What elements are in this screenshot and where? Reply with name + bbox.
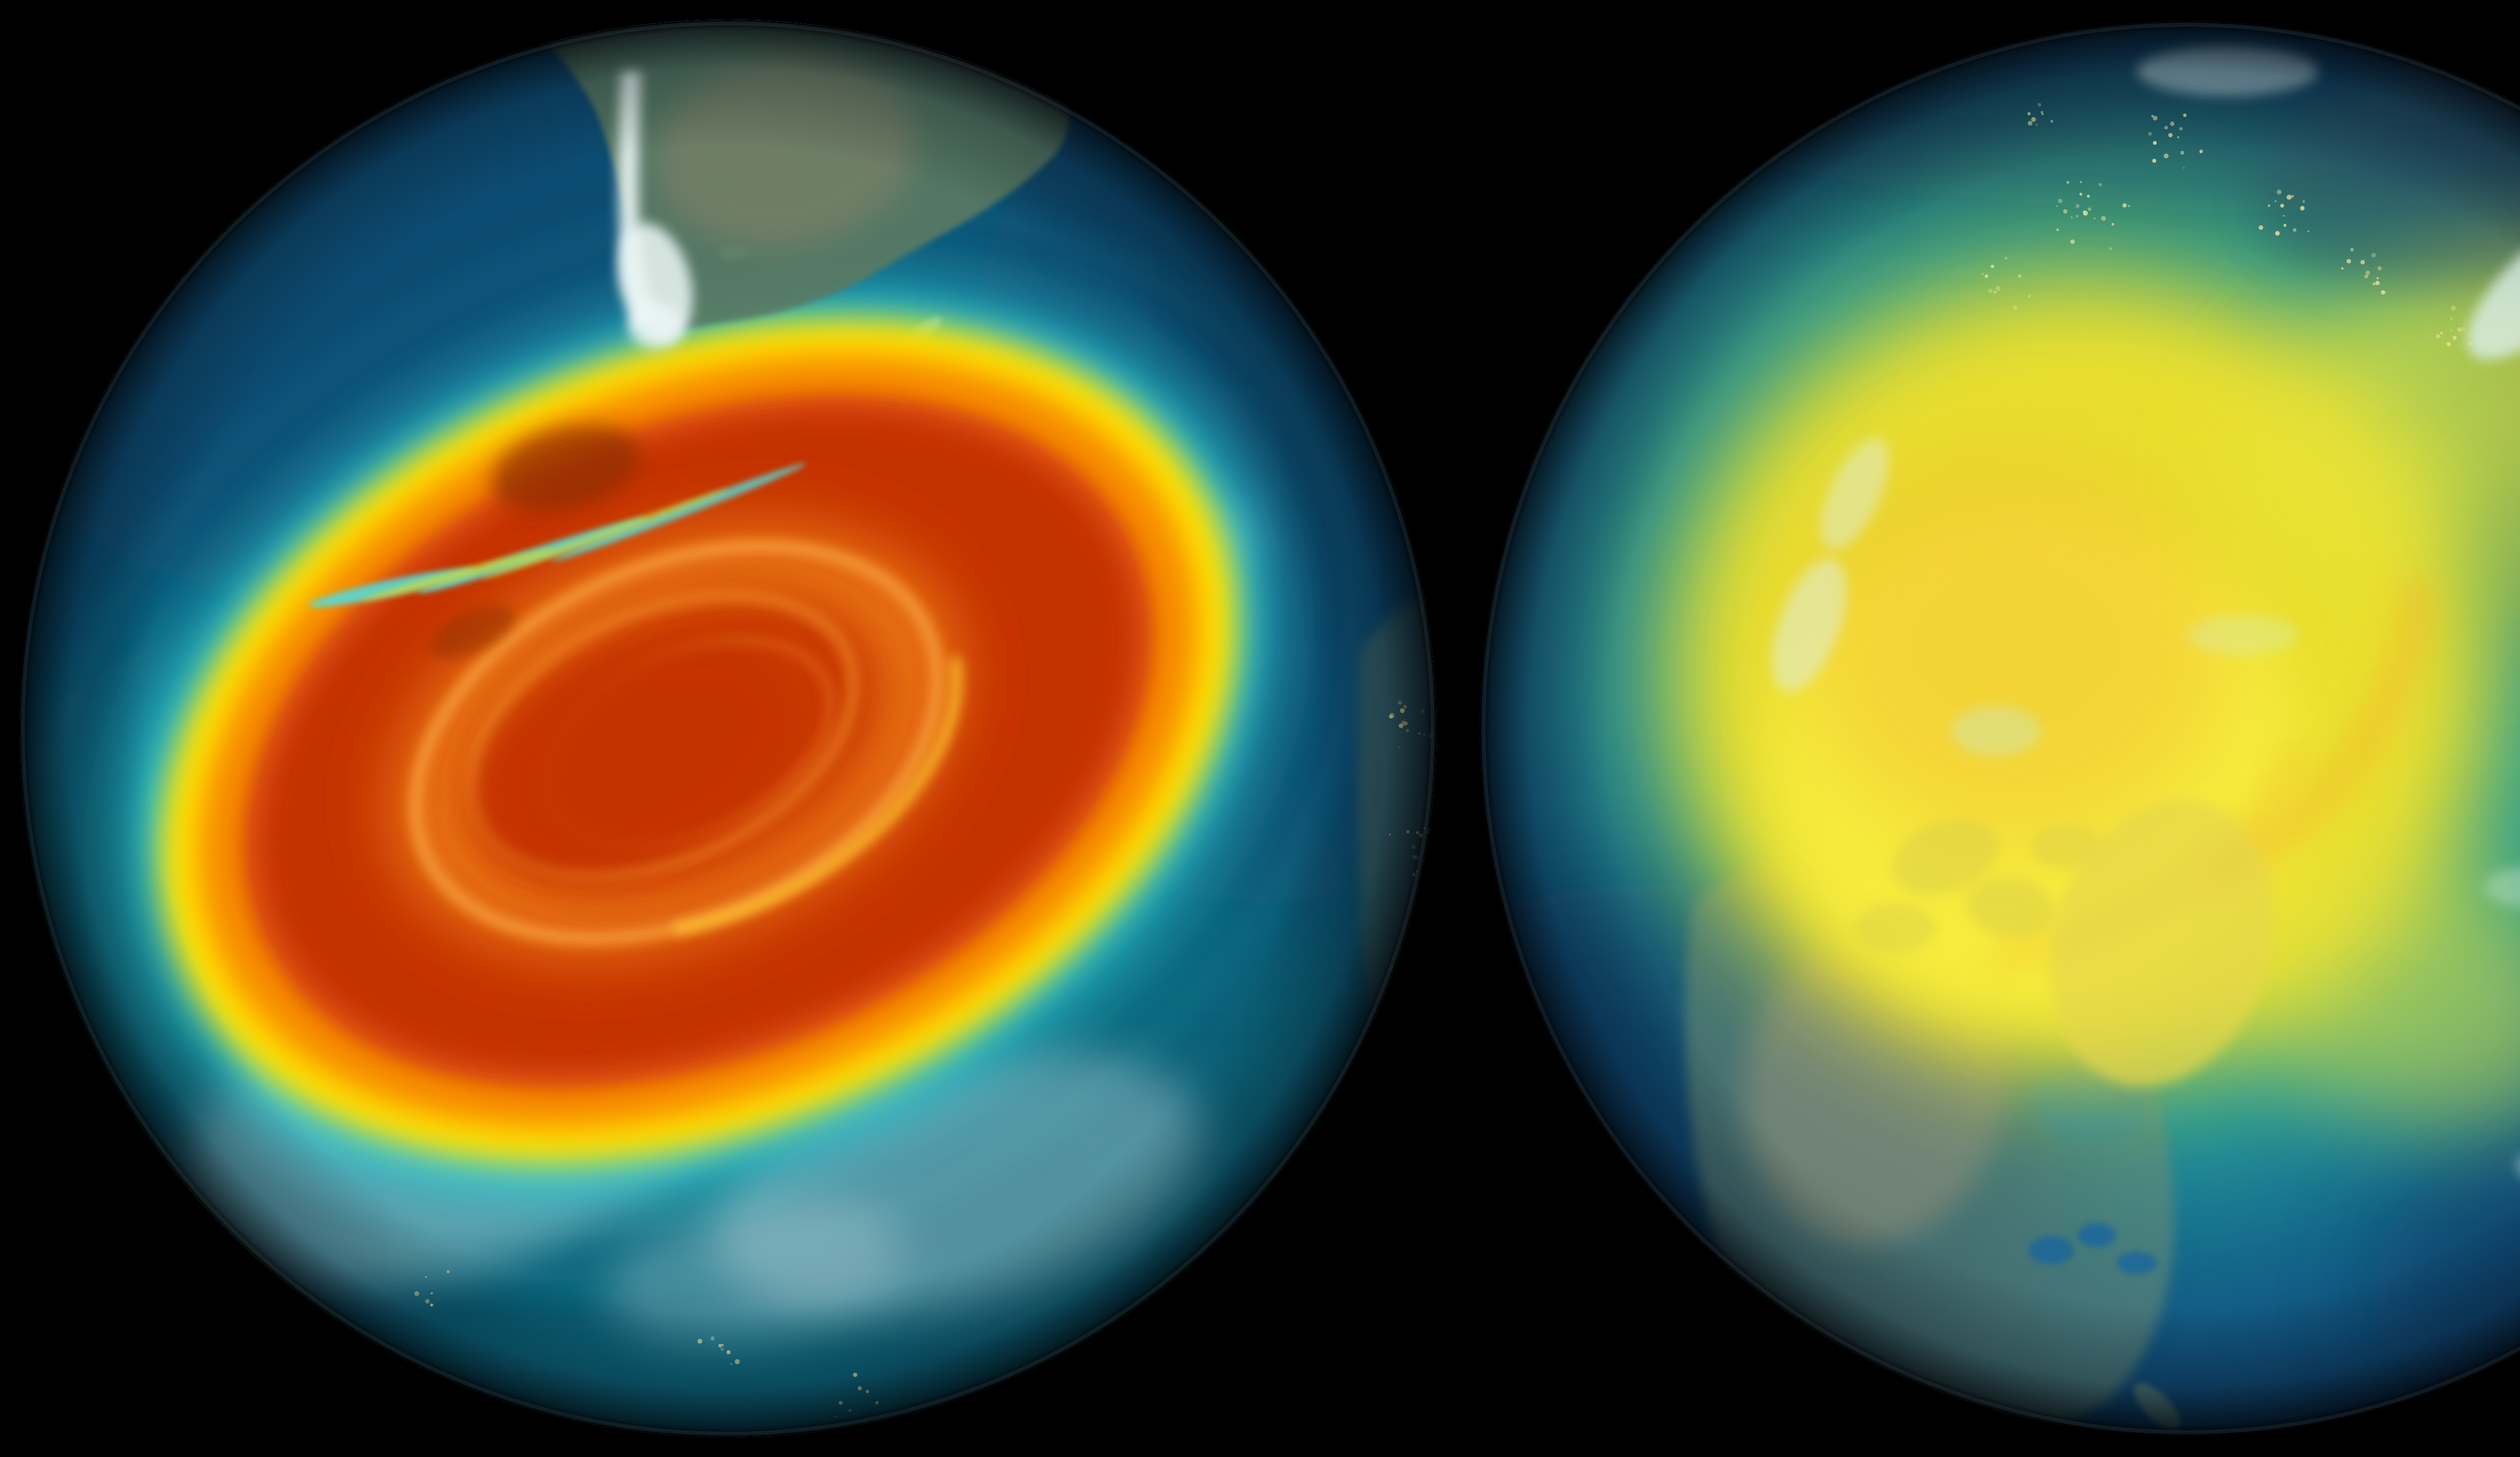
limb-shading (19, 20, 1436, 1437)
space-background: Two Earth globes side by side on a black… (0, 0, 2520, 1457)
ozone-globes-visualization: Two Earth globes side by side on a black… (0, 0, 2520, 1457)
